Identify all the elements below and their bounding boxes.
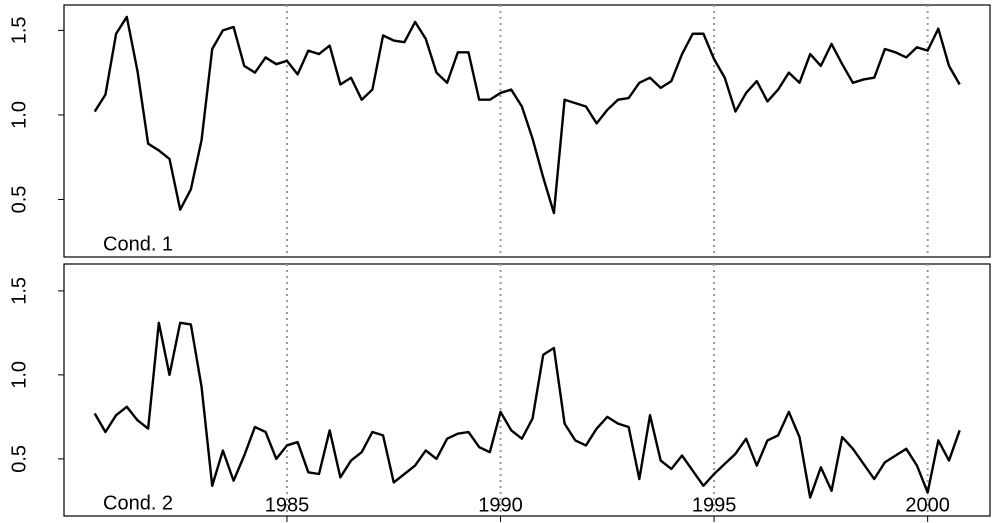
plot-frame bbox=[63, 263, 991, 517]
y-tick-label: 0.5 bbox=[8, 186, 30, 214]
x-tick-label: 1995 bbox=[692, 494, 737, 516]
x-tick-label: 2000 bbox=[905, 494, 950, 516]
plot-frame bbox=[63, 4, 991, 258]
x-tick-label: 1985 bbox=[265, 494, 310, 516]
y-tick-label: 1.5 bbox=[8, 16, 30, 44]
y-tick-label: 0.5 bbox=[8, 445, 30, 473]
series-line bbox=[93, 15, 961, 215]
y-tick-label: 1.0 bbox=[8, 101, 30, 129]
x-tick-label: 1990 bbox=[478, 494, 523, 516]
y-tick-label: 1.0 bbox=[8, 361, 30, 389]
panel-label: Cond. 2 bbox=[103, 492, 173, 514]
series-line bbox=[93, 321, 961, 499]
panel-label: Cond. 1 bbox=[103, 233, 173, 255]
y-tick-label: 1.5 bbox=[8, 277, 30, 305]
